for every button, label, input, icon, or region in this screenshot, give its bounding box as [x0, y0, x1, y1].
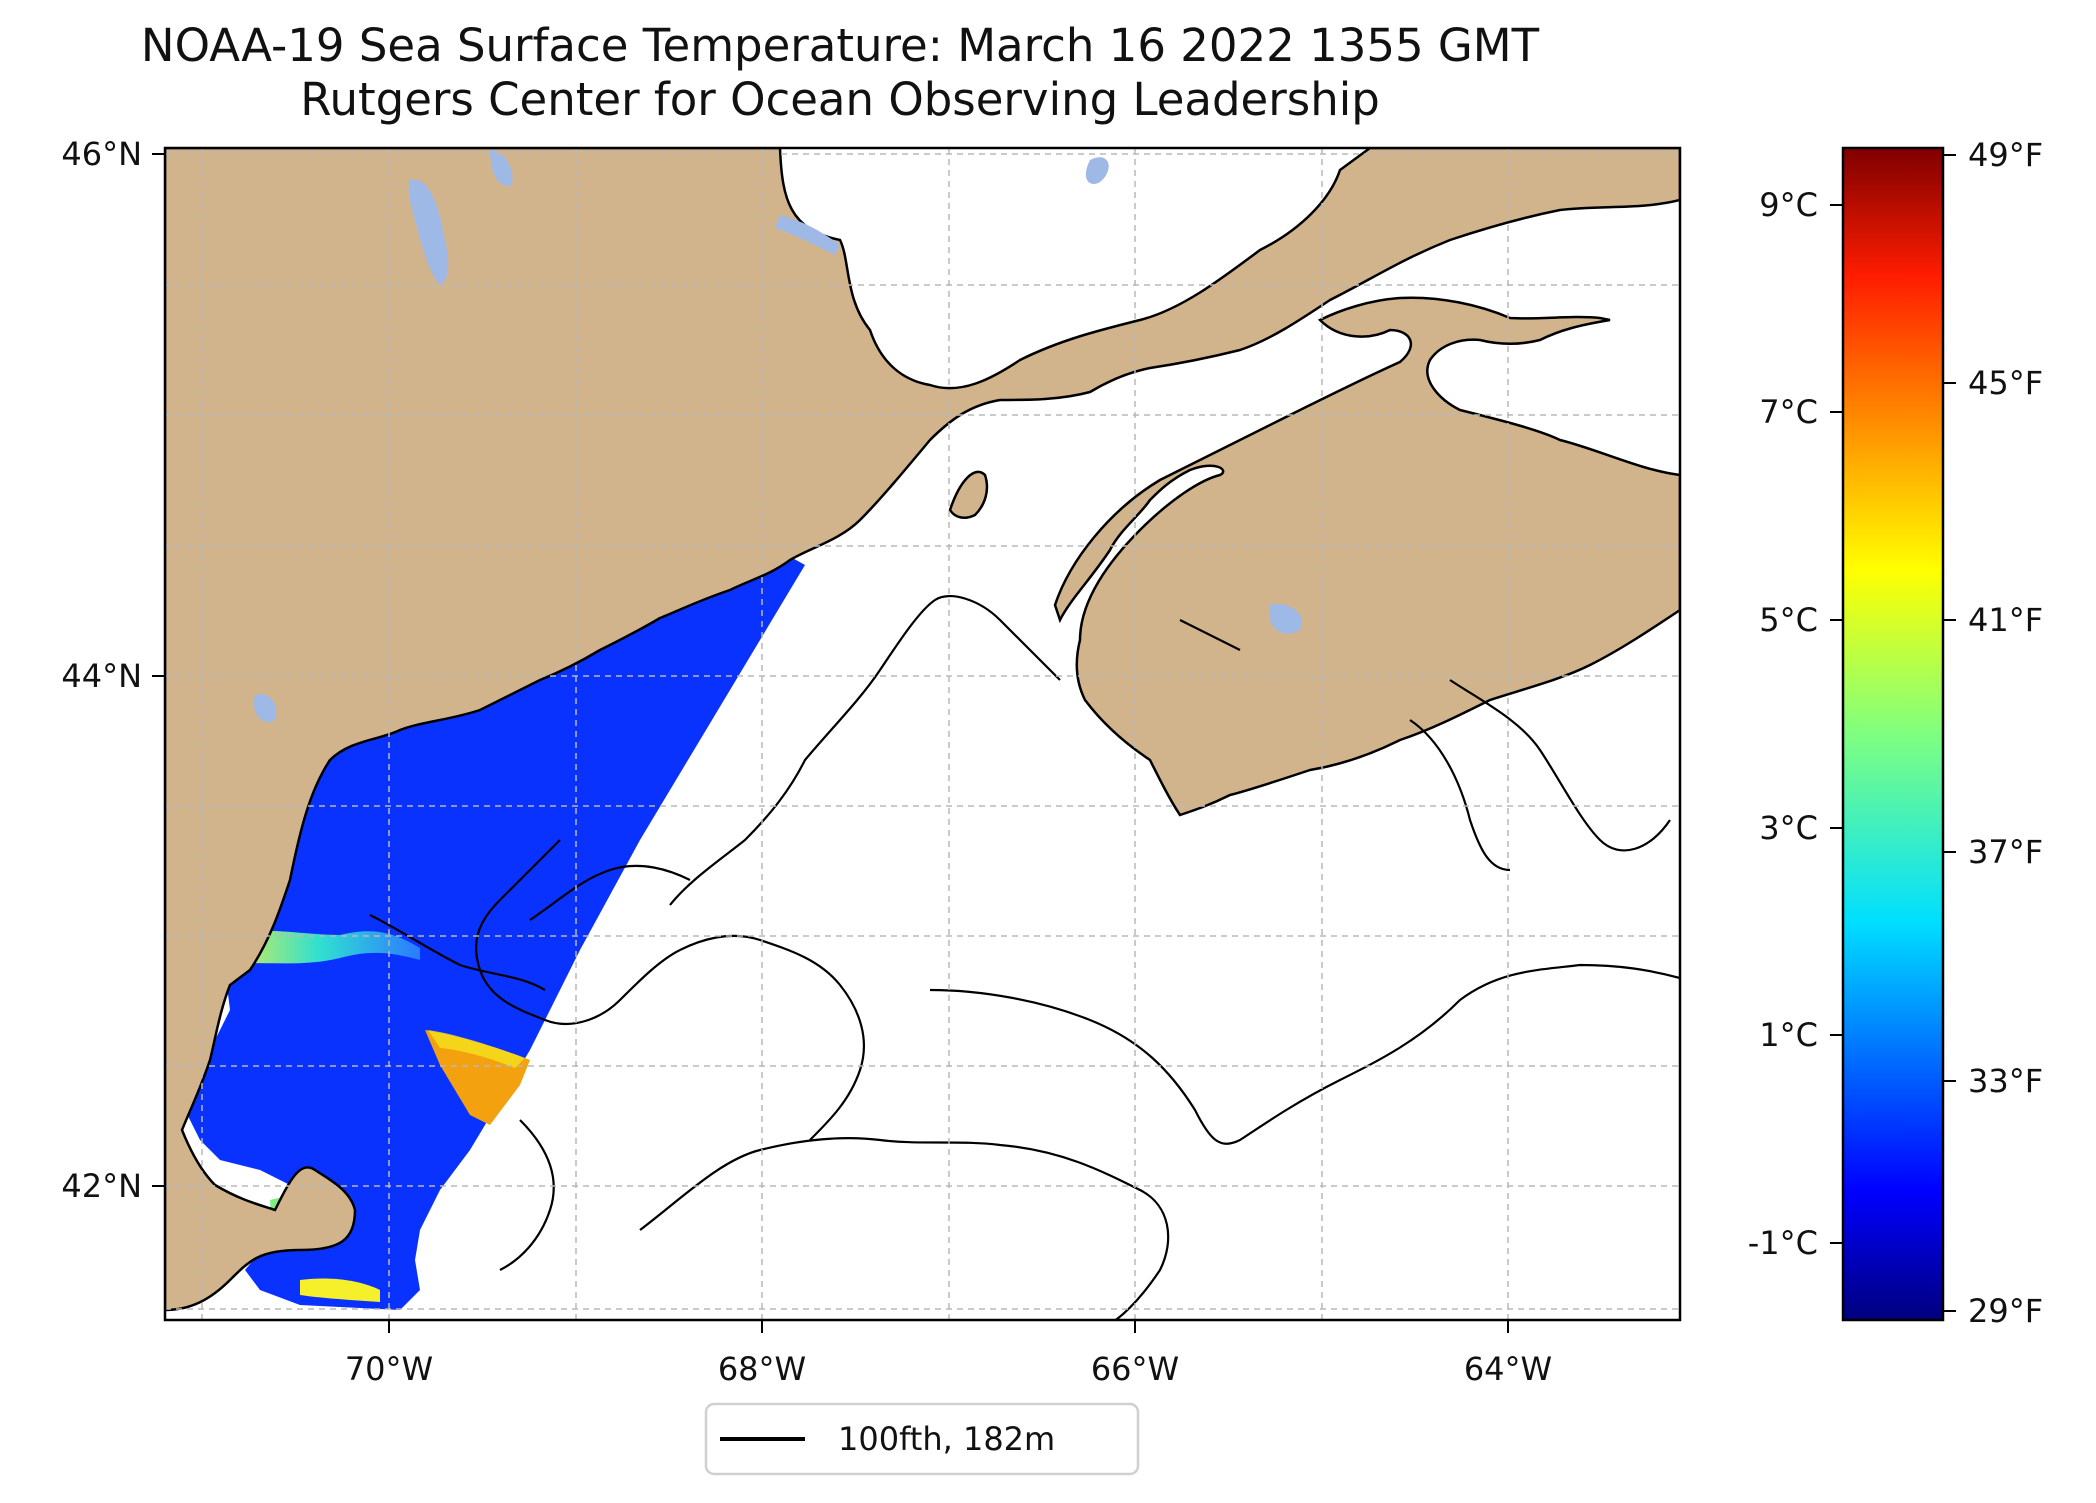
lon-tick-68: 68°W	[718, 1350, 806, 1388]
map-frame	[163, 146, 1682, 1322]
graticule	[165, 148, 1680, 1320]
colorbar-celsius-tick: 9°C	[1759, 186, 1818, 224]
bathymetry-100fth	[369, 595, 1680, 1320]
map-title: NOAA-19 Sea Surface Temperature: March 1…	[140, 19, 1540, 72]
lon-tick-66: 66°W	[1091, 1350, 1179, 1388]
lakes	[253, 150, 1302, 723]
colorbar-celsius-tick: 3°C	[1759, 809, 1818, 847]
colorbar-fahrenheit-tick: 45°F	[1968, 364, 2043, 402]
legend: 100fth, 182m	[704, 1402, 1140, 1476]
colorbar-gradient	[1841, 146, 1945, 1322]
land-nova-scotia	[1053, 296, 1680, 817]
colorbar-fahrenheit-tick: 41°F	[1968, 601, 2043, 639]
colorbar-celsius-tick: -1°C	[1748, 1224, 1818, 1262]
lon-tick-64: 64°W	[1464, 1350, 1552, 1388]
land-new-england	[165, 148, 1680, 1312]
map-subtitle: Rutgers Center for Ocean Observing Leade…	[300, 73, 1380, 126]
legend-label: 100fth, 182m	[838, 1420, 1055, 1458]
colorbar-celsius-tick: 5°C	[1759, 601, 1818, 639]
lat-tick-46: 46°N	[61, 135, 142, 173]
colorbar: 9°C 7°C 5°C 3°C 1°C -1°C 49°F 45°F 41°F …	[1748, 136, 2043, 1330]
sst-cold-water	[185, 512, 805, 1310]
lon-tick-70: 70°W	[345, 1350, 433, 1388]
colorbar-celsius-tick: 7°C	[1759, 393, 1818, 431]
lat-tick-42: 42°N	[61, 1167, 142, 1205]
colorbar-celsius-tick: 1°C	[1759, 1016, 1818, 1054]
colorbar-fahrenheit-tick: 37°F	[1968, 833, 2043, 871]
legend-box	[704, 1402, 1140, 1476]
map-area	[165, 148, 1680, 1320]
colorbar-fahrenheit-tick: 49°F	[1968, 136, 2043, 174]
lat-tick-44: 44°N	[61, 657, 142, 695]
colorbar-fahrenheit-tick: 33°F	[1968, 1062, 2043, 1100]
colorbar-fahrenheit-tick: 29°F	[1968, 1292, 2043, 1330]
